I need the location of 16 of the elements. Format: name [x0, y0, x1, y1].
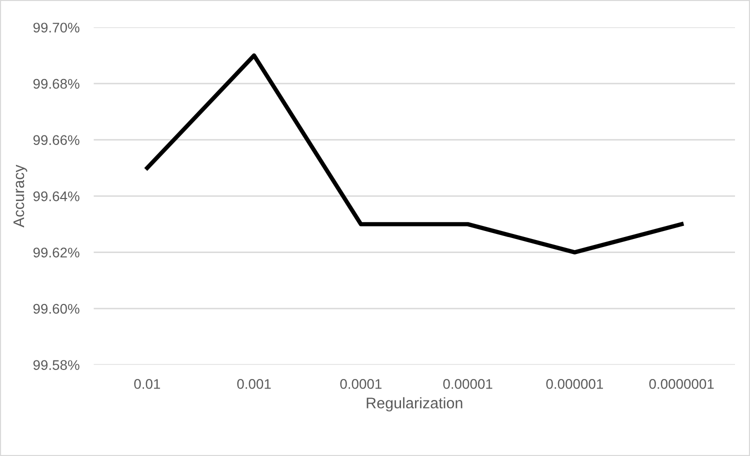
x-tick-label: 0.0001	[340, 379, 382, 389]
x-tick-label: 0.001	[237, 379, 271, 389]
x-tick-label: 0.00001	[443, 379, 492, 389]
y-axis-title: Accuracy	[14, 164, 28, 228]
y-tick-label: 99.58%	[33, 360, 80, 370]
y-tick-label: 99.68%	[33, 78, 80, 89]
x-tick-label: 0.000001	[546, 379, 603, 389]
line-series	[145, 53, 684, 254]
y-tick-label: 99.70%	[33, 22, 80, 33]
x-axis-title: Regularization	[366, 397, 462, 412]
y-tick-label: 99.60%	[33, 304, 80, 314]
y-tick-label: 99.66%	[33, 135, 80, 146]
x-tick-label: 0.01	[134, 379, 160, 389]
y-tick-label: 99.62%	[33, 248, 80, 258]
y-tick-label: 99.64%	[33, 191, 80, 202]
x-tick-label: 0.0000001	[649, 379, 714, 389]
